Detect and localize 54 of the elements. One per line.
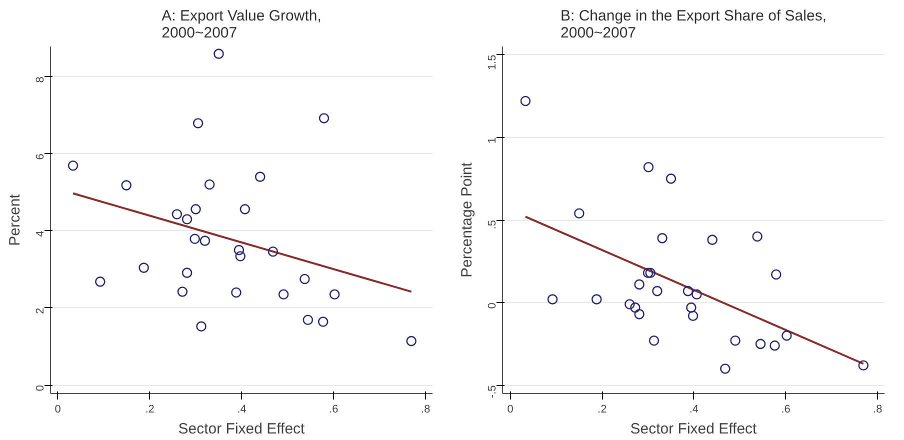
y-tick-label: 6	[34, 154, 46, 160]
point	[177, 286, 188, 297]
x-tick-label: .2	[145, 404, 154, 416]
x-tick-label: .4	[689, 404, 699, 416]
x-tick-label: .4	[237, 404, 246, 416]
y-tick-label: 0	[34, 385, 46, 392]
point	[190, 234, 200, 244]
point	[204, 179, 215, 190]
chart-title: A: Export Value Growth, 2000~2007	[162, 8, 322, 42]
x-tick-label: 0	[54, 404, 61, 416]
point	[192, 118, 204, 128]
x-axis-title: Sector Fixed Effect	[178, 420, 306, 438]
x-axis-title: Sector Fixed Effect	[630, 420, 758, 438]
point	[172, 209, 182, 220]
chart-title: B: Change in the Export Share of Sales, 2000~2007	[560, 8, 827, 42]
point	[302, 314, 314, 325]
x-tick-label: .8	[873, 404, 882, 416]
point	[200, 236, 210, 246]
point	[318, 113, 330, 124]
y-axis-title: Percentage Point	[458, 162, 476, 278]
x-tick-label: .6	[329, 404, 338, 416]
point	[318, 316, 328, 327]
y-tick-label: 4	[34, 230, 46, 237]
y-tick-label: .5	[486, 220, 498, 230]
x-tick-label: .6	[781, 404, 790, 416]
point	[254, 172, 266, 182]
point	[234, 244, 244, 256]
point	[268, 246, 278, 257]
point	[329, 289, 340, 300]
x-tick-label: 0	[507, 404, 514, 416]
point	[406, 336, 417, 346]
y-tick-label: 8	[34, 76, 46, 83]
point	[300, 274, 310, 284]
point	[278, 289, 289, 300]
point	[235, 251, 246, 262]
y-tick-label: 1.5	[486, 54, 498, 70]
point	[231, 287, 242, 298]
point	[182, 214, 192, 224]
point	[196, 321, 206, 332]
point	[190, 204, 201, 214]
y-tick-label: 0	[486, 302, 498, 309]
x-tick-label: .8	[421, 404, 430, 416]
x-tick-label: .2	[598, 404, 607, 416]
y-tick-label: 2	[34, 308, 46, 314]
point	[121, 180, 132, 190]
point	[94, 276, 106, 287]
point	[240, 204, 250, 214]
point	[182, 268, 192, 278]
y-tick-label: -.5	[486, 385, 498, 398]
y-tick-label: 1	[486, 137, 498, 144]
y-axis-title: Percent	[6, 193, 24, 246]
point	[68, 160, 78, 171]
point	[214, 48, 224, 59]
point	[138, 262, 149, 273]
